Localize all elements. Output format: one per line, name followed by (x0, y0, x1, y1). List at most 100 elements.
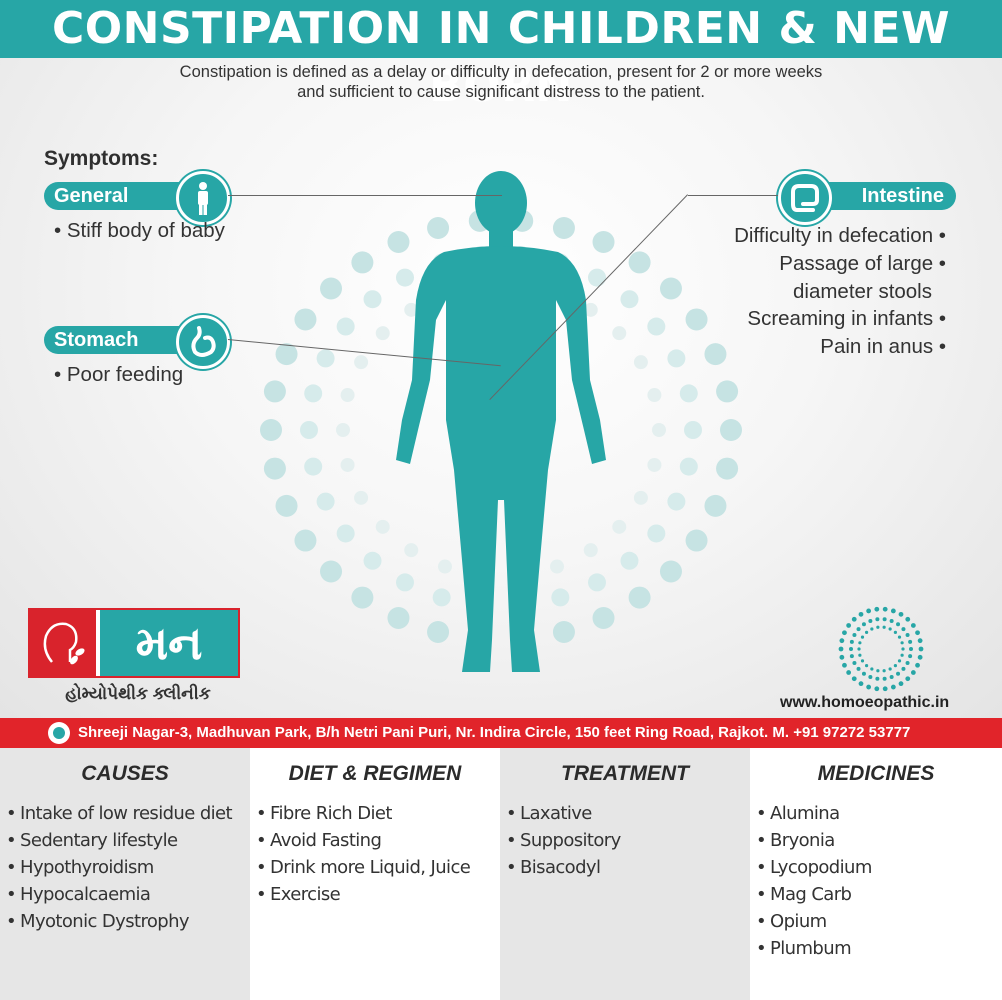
list-item: Lycopodium (756, 854, 872, 881)
brand-dot (882, 686, 888, 692)
brand-dot (858, 611, 864, 617)
location-pin-icon (48, 722, 70, 744)
brand-dot (874, 686, 880, 692)
ring-dot (588, 573, 606, 592)
ring-dot (260, 419, 282, 441)
diet-regimen-column: DIET & REGIMEN Fibre Rich Diet Avoid Fas… (250, 748, 500, 1000)
ring-dot (652, 423, 666, 437)
brand-dot (849, 654, 854, 659)
ring-dot (551, 588, 570, 607)
brand-dot (882, 625, 886, 629)
brand-dot (901, 627, 906, 632)
brand-dot (857, 647, 861, 651)
brand-dot (901, 666, 906, 671)
medicines-column: MEDICINES Alumina Bryonia Lycopodium Mag… (750, 748, 1002, 1000)
ring-dot (351, 586, 374, 609)
intestine-item-1: Difficulty in defecation • (734, 224, 946, 247)
list-item: Plumbum (756, 935, 872, 962)
ring-dot (304, 384, 323, 403)
ring-dot (685, 529, 708, 552)
brand-dot (888, 667, 892, 671)
ring-dot (620, 290, 639, 309)
ring-dot (432, 588, 451, 607)
ring-dot (304, 457, 323, 476)
ring-dot (583, 302, 598, 317)
list-item: Hypocalcaemia (6, 881, 232, 908)
address-bar: Shreeji Nagar-3, Madhuvan Park, B/h Netr… (0, 718, 1002, 748)
page-title: CONSTIPATION IN CHILDREN & NEW BORN (0, 0, 1002, 112)
stomach-icon (176, 315, 230, 369)
ring-dot (396, 268, 414, 287)
brand-dot-circle-icon (838, 606, 924, 692)
brand-dot (897, 659, 902, 663)
brand-dot (896, 671, 901, 676)
ring-dot (628, 251, 651, 274)
brand-dot (868, 675, 873, 680)
causes-list: Intake of low residue diet Sedentary lif… (6, 800, 233, 935)
ring-dot (685, 308, 708, 331)
ring-dot (363, 290, 382, 309)
ring-dot (704, 494, 727, 517)
brand-dot (905, 633, 910, 638)
brand-dot (839, 638, 845, 644)
brand-dot (876, 625, 880, 629)
brand-dot (897, 635, 902, 639)
ring-dot (294, 529, 317, 552)
brand-dot (842, 630, 847, 636)
brand-dot (868, 618, 873, 623)
brand-dot (870, 667, 874, 671)
brand-dot (908, 639, 913, 644)
ring-dot (550, 559, 565, 574)
ring-dot (404, 302, 419, 317)
brand-dot (910, 623, 916, 628)
ring-dot (340, 388, 355, 403)
list-item: Bryonia (756, 827, 872, 854)
brand-dot (838, 646, 844, 652)
list-item: Drink more Liquid, Juice (256, 854, 471, 881)
brand-dot (842, 662, 847, 668)
intestine-icon (778, 171, 832, 225)
brand-dot (896, 622, 901, 627)
brand-dot (851, 616, 857, 622)
stomach-item: • Poor feeding (54, 363, 184, 386)
ring-dot (552, 217, 575, 240)
intestine-item-2: Passage of large • (779, 252, 946, 275)
ring-dot (375, 326, 390, 341)
brand-dot (890, 608, 896, 614)
intestine-item-4: Screaming in infants • (747, 307, 946, 330)
ring-dot (316, 349, 335, 368)
ring-dot (300, 421, 318, 439)
website-link[interactable]: www.homoeopathic.in (780, 694, 950, 711)
list-item: Alumina (756, 800, 872, 827)
list-item: Fibre Rich Diet (256, 800, 470, 827)
brand-dot (915, 630, 920, 636)
brand-dot (860, 635, 865, 639)
brand-dot (889, 675, 894, 680)
diet-regimen-heading: DIET & REGIMEN (288, 762, 462, 785)
list-item: Hypothyroidism (6, 854, 232, 881)
brand-dot (851, 676, 857, 682)
ring-dot (679, 457, 698, 476)
medicines-heading: MEDICINES (817, 762, 935, 785)
ring-dot (263, 457, 286, 480)
brand-dot (893, 664, 898, 668)
ring-dot (320, 560, 343, 583)
general-item: • Stiff body of baby (54, 219, 225, 242)
definition-line-2: and sufficient to cause significant dist… (297, 83, 705, 101)
ring-dot (336, 524, 355, 543)
definition-text: Constipation is defined as a delay or di… (80, 62, 922, 102)
brand-dot (917, 638, 923, 644)
ring-dot (659, 560, 682, 583)
brand-dot (864, 630, 869, 634)
causes-heading: CAUSES (81, 762, 169, 785)
ring-dot (263, 380, 286, 403)
clinic-subtitle: હોમ્યોપેથીક ક્લીનીક (65, 684, 211, 703)
ring-dot (633, 355, 648, 370)
ring-dot (396, 573, 414, 592)
brand-dot (846, 670, 852, 675)
brand-dot (898, 681, 904, 687)
brand-dot (917, 654, 923, 660)
list-item: Laxative (506, 800, 621, 827)
ring-dot (320, 277, 343, 300)
address-text: Shreeji Nagar-3, Madhuvan Park, B/h Netr… (78, 724, 911, 741)
